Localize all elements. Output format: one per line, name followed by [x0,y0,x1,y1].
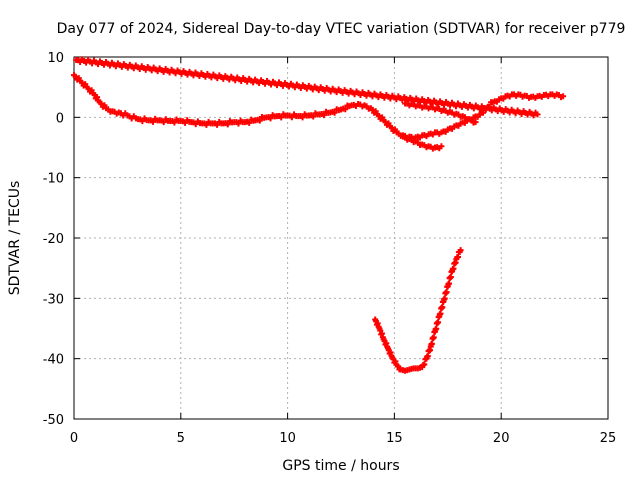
data-point [267,115,274,122]
data-point [82,81,89,88]
data-point [214,121,221,128]
data-point [392,358,399,365]
tick-labels: 0 5 10 15 20 25 -50 -40 -30 -20 -10 0 10 [43,51,617,446]
series-lower-branch [399,133,445,152]
data-point [246,119,253,126]
data-point [320,112,327,119]
data-point [310,113,317,120]
x-tick-label: 25 [600,431,617,446]
data-point [433,325,440,332]
data-point [443,289,450,296]
y-tick-label: -40 [43,353,64,368]
y-tick-label: -10 [43,172,64,187]
data-point [394,363,401,370]
data-point [342,106,349,113]
data-point [375,112,382,119]
data-point [382,118,389,125]
data-point [430,334,437,341]
x-tick-label: 0 [70,431,78,446]
data-point [424,353,431,360]
data-point [439,304,446,311]
x-tick-label: 10 [279,431,296,446]
data-point [88,87,95,94]
data-point [256,117,263,124]
y-tick-label: -30 [43,292,64,307]
x-tick-label: 20 [493,431,510,446]
chart-title: Day 077 of 2024, Sidereal Day-to-day VTE… [57,21,626,37]
x-tick-label: 5 [177,431,185,446]
data-point [441,295,448,302]
series-negative-excursion [372,247,464,374]
y-axis-label: SDTVAR / TECUs [7,181,23,296]
data-point [457,247,464,254]
series-upper-branch [402,100,479,126]
y-tick-label: -20 [43,232,64,247]
data-point [331,109,338,116]
data-point [391,126,398,133]
y-tick-label: -50 [43,413,64,428]
data-point [372,108,379,115]
data-point [278,114,285,121]
data-point [388,124,395,131]
data-point [203,121,210,128]
data-point [379,114,386,121]
data-point [299,114,306,121]
data-point [94,94,101,101]
data-point [101,102,108,109]
data-point [472,119,479,126]
data-point [438,143,445,150]
data-point [428,340,435,347]
data-point [437,310,444,317]
data-point [224,121,231,128]
data-point [85,85,92,92]
x-tick-label: 15 [386,431,403,446]
data-point [72,73,79,80]
data-point [534,111,541,118]
y-tick-label: 0 [56,111,64,126]
series-main-trace [71,72,567,142]
data-point [447,273,454,280]
data-points [71,56,567,374]
data-point [421,361,428,368]
data-point [450,265,457,272]
series-isolated-points [73,56,541,119]
y-tick-label: 10 [47,51,64,66]
data-point [385,120,392,127]
data-point [446,280,453,287]
data-point [560,93,567,100]
data-point [79,79,86,86]
data-point [98,100,105,107]
data-point [435,319,442,326]
tick-marks [73,56,609,420]
x-axis-label: GPS time / hours [282,458,399,474]
data-point [369,106,376,113]
data-point [75,75,82,82]
